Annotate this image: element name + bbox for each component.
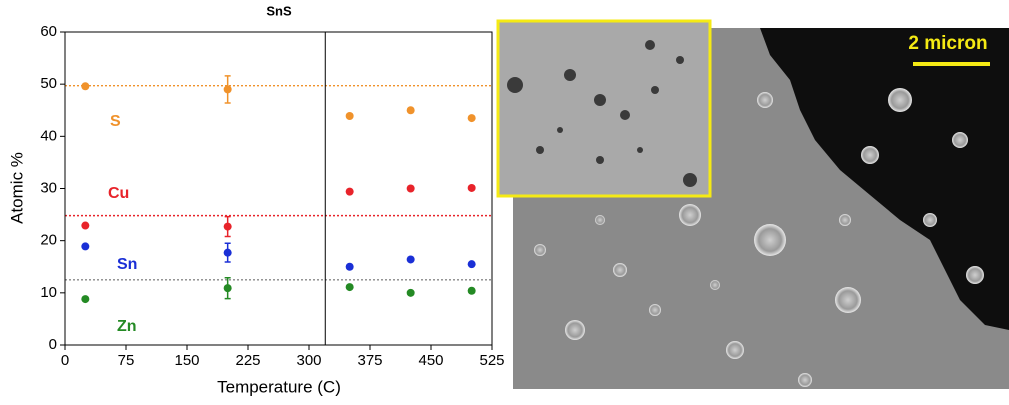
x-tick-label: 450 xyxy=(418,352,443,369)
data-point xyxy=(468,287,476,295)
y-tick-label: 60 xyxy=(40,23,57,40)
data-point xyxy=(468,260,476,268)
y-tick-label: 10 xyxy=(40,284,57,301)
page: 2 micron SnS Temperature (C) Atomic % 01… xyxy=(0,0,1009,405)
sem-inset xyxy=(498,21,710,196)
y-tick-label: 20 xyxy=(40,232,57,249)
plot: 0 10 20 30 40 50 60 0 75 150 225 300 375 450 525 S Cu Sn Z… xyxy=(40,23,504,369)
y-tick-label: 40 xyxy=(40,127,57,144)
x-tick-label: 0 xyxy=(61,352,69,369)
data-point xyxy=(224,284,232,292)
data-point xyxy=(224,223,232,231)
data-point xyxy=(407,255,415,263)
data-point xyxy=(468,184,476,192)
y-tick-label: 50 xyxy=(40,75,57,92)
x-tick-label: 300 xyxy=(296,352,321,369)
series-label: S xyxy=(110,113,121,130)
data-point xyxy=(346,263,354,271)
data-point xyxy=(346,112,354,120)
x-tick-label: 150 xyxy=(174,352,199,369)
data-point xyxy=(468,114,476,122)
x-tick-label: 375 xyxy=(357,352,382,369)
series-label: Zn xyxy=(117,318,137,335)
scale-bar-label: 2 micron xyxy=(908,33,987,54)
data-point xyxy=(407,289,415,297)
data-point xyxy=(346,188,354,196)
x-axis-label: Temperature (C) xyxy=(217,377,341,396)
y-tick-label: 0 xyxy=(49,336,57,353)
data-point xyxy=(407,185,415,193)
series-label: Sn xyxy=(117,256,137,273)
data-point xyxy=(224,85,232,93)
y-axis-label: Atomic % xyxy=(7,152,26,224)
data-point xyxy=(81,242,89,250)
y-tick-label: 30 xyxy=(40,179,57,196)
data-point xyxy=(346,283,354,291)
data-point xyxy=(81,222,89,230)
x-tick-label: 225 xyxy=(235,352,260,369)
data-point xyxy=(81,82,89,90)
data-point xyxy=(224,249,232,257)
data-point xyxy=(407,106,415,114)
series-label: Cu xyxy=(108,185,129,202)
data-point xyxy=(81,295,89,303)
x-tick-label: 75 xyxy=(118,352,135,369)
chart-title: SnS xyxy=(266,3,292,18)
x-tick-label: 525 xyxy=(479,352,504,369)
